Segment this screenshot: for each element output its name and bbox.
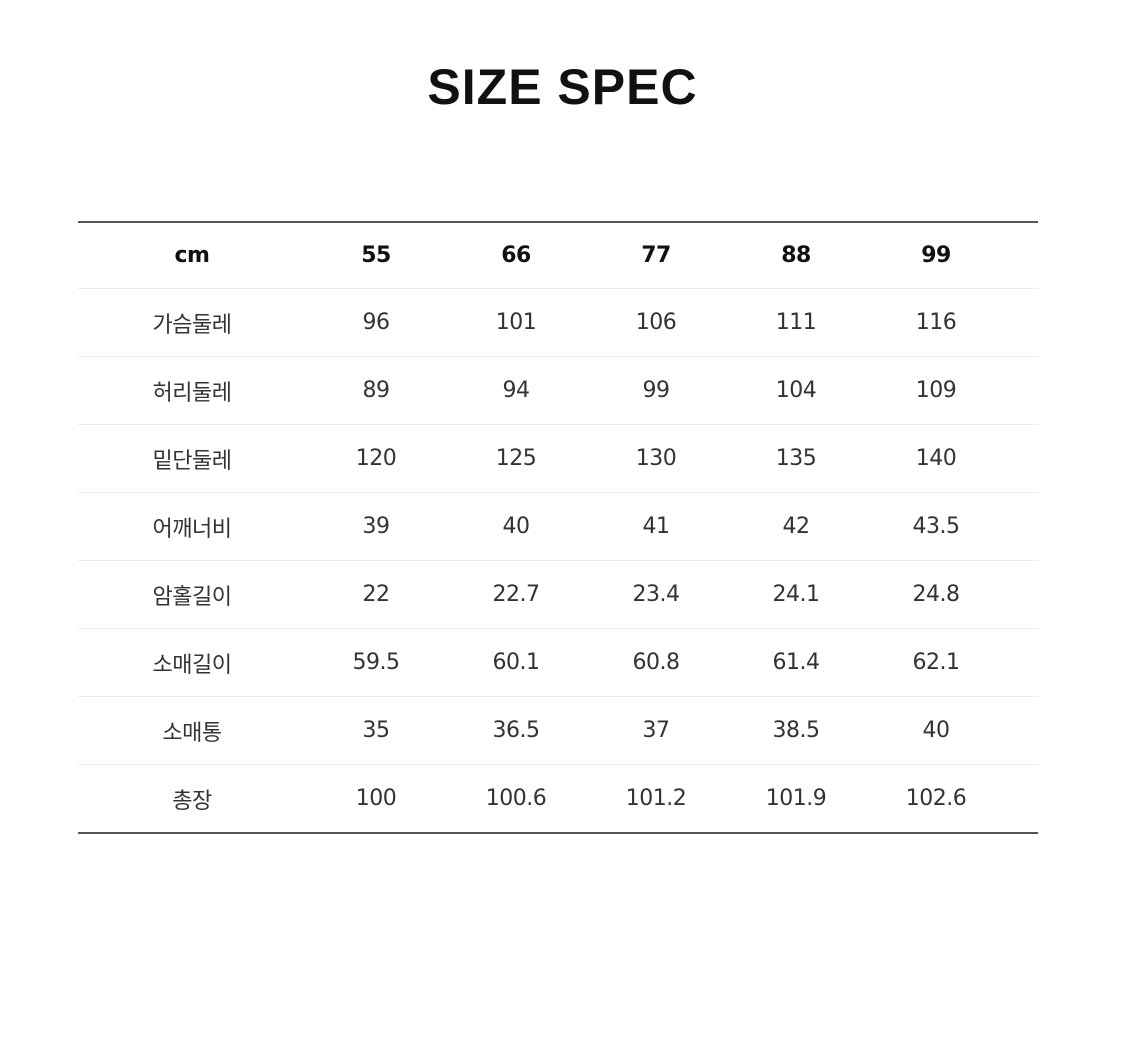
header-cell-size: 88: [781, 243, 811, 268]
table-cell: 89: [362, 378, 391, 403]
table-cell: 120: [355, 446, 397, 471]
table-cell: 62.1: [912, 650, 960, 675]
table-cell: 140: [915, 446, 957, 471]
header-cell-size: 77: [641, 243, 671, 268]
page-title: SIZE SPEC: [427, 59, 698, 115]
table-cell: 104: [775, 378, 817, 403]
table-cell: 125: [495, 446, 537, 471]
table-cell: 100: [355, 786, 397, 811]
row-label: 밑단둘레: [152, 448, 232, 474]
table-row: 가슴둘레 96 101 106 111 116: [78, 289, 1038, 357]
header-cell-size: 55: [361, 243, 391, 268]
table-cell: 135: [775, 446, 817, 471]
table-cell: 111: [775, 310, 817, 335]
table-row: 소매길이 59.5 60.1 60.8 61.4 62.1: [78, 629, 1038, 697]
table-cell: 99: [642, 378, 671, 403]
table-cell: 100.6: [485, 786, 547, 811]
table-cell: 38.5: [772, 718, 820, 743]
table-row: 소매통 35 36.5 37 38.5 40: [78, 697, 1038, 765]
table-cell: 59.5: [352, 650, 400, 675]
table-cell: 35: [362, 718, 391, 743]
table-cell: 106: [635, 310, 677, 335]
table-cell: 36.5: [492, 718, 540, 743]
table-cell: 109: [915, 378, 957, 403]
table-row: 총장 100 100.6 101.2 101.9 102.6: [78, 765, 1038, 832]
table-cell: 39: [362, 514, 391, 539]
table-row: 밑단둘레 120 125 130 135 140: [78, 425, 1038, 493]
header-cell-size: 66: [501, 243, 531, 268]
table-cell: 60.1: [492, 650, 540, 675]
header-cell-unit: cm: [174, 243, 210, 268]
table-cell: 41: [642, 514, 671, 539]
table-header-row: cm 55 66 77 88 99: [78, 223, 1038, 289]
table-cell: 102.6: [905, 786, 967, 811]
table-cell: 22.7: [492, 582, 540, 607]
table-cell: 94: [502, 378, 531, 403]
row-label: 허리둘레: [152, 380, 232, 406]
table-cell: 37: [642, 718, 671, 743]
table-row: 어깨너비 39 40 41 42 43.5: [78, 493, 1038, 561]
table-cell: 61.4: [772, 650, 820, 675]
row-label: 어깨너비: [152, 516, 232, 542]
table-cell: 40: [922, 718, 951, 743]
row-label: 소매길이: [152, 652, 232, 678]
table-cell: 42: [782, 514, 811, 539]
table-row: 암홀길이 22 22.7 23.4 24.1 24.8: [78, 561, 1038, 629]
row-label: 총장: [172, 788, 212, 814]
table-cell: 22: [362, 582, 391, 607]
table-cell: 116: [915, 310, 957, 335]
size-spec-table: cm 55 66 77 88 99 가슴둘레 96 101 106 111 116 허리둘레…: [78, 221, 1038, 834]
table-row: 허리둘레 89 94 99 104 109: [78, 357, 1038, 425]
table-cell: 130: [635, 446, 677, 471]
table-cell: 24.1: [772, 582, 820, 607]
table-cell: 23.4: [632, 582, 680, 607]
row-label: 가슴둘레: [152, 312, 232, 338]
table-cell: 40: [502, 514, 531, 539]
table-cell: 101.2: [625, 786, 687, 811]
table-cell: 43.5: [912, 514, 960, 539]
table-cell: 101: [495, 310, 537, 335]
table-cell: 101.9: [765, 786, 827, 811]
table-cell: 96: [362, 310, 391, 335]
row-label: 소매통: [162, 720, 222, 746]
table-cell: 24.8: [912, 582, 960, 607]
header-cell-size: 99: [921, 243, 951, 268]
table-cell: 60.8: [632, 650, 680, 675]
row-label: 암홀길이: [152, 584, 232, 610]
